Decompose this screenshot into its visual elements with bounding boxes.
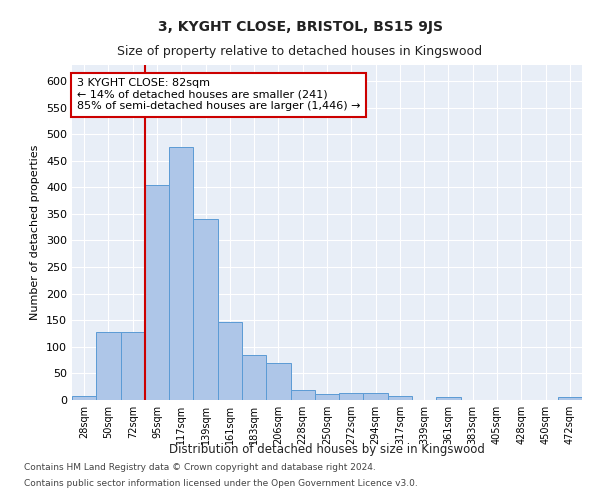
Bar bbox=[339, 392, 364, 400]
Text: 3, KYGHT CLOSE, BRISTOL, BS15 9JS: 3, KYGHT CLOSE, BRISTOL, BS15 9JS bbox=[157, 20, 443, 34]
Bar bbox=[388, 396, 412, 400]
Bar bbox=[558, 398, 582, 400]
Text: Size of property relative to detached houses in Kingswood: Size of property relative to detached ho… bbox=[118, 45, 482, 58]
Y-axis label: Number of detached properties: Number of detached properties bbox=[31, 145, 40, 320]
Bar bbox=[193, 219, 218, 400]
Bar bbox=[145, 184, 169, 400]
Text: 3 KYGHT CLOSE: 82sqm
← 14% of detached houses are smaller (241)
85% of semi-deta: 3 KYGHT CLOSE: 82sqm ← 14% of detached h… bbox=[77, 78, 361, 112]
Bar bbox=[315, 394, 339, 400]
Bar bbox=[121, 332, 145, 400]
Text: Contains HM Land Registry data © Crown copyright and database right 2024.: Contains HM Land Registry data © Crown c… bbox=[24, 464, 376, 472]
Bar bbox=[72, 396, 96, 400]
Bar bbox=[169, 148, 193, 400]
Bar bbox=[436, 398, 461, 400]
Bar bbox=[242, 355, 266, 400]
Bar bbox=[96, 332, 121, 400]
Bar bbox=[218, 322, 242, 400]
Bar bbox=[290, 390, 315, 400]
Text: Distribution of detached houses by size in Kingswood: Distribution of detached houses by size … bbox=[169, 442, 485, 456]
Bar bbox=[266, 363, 290, 400]
Bar bbox=[364, 392, 388, 400]
Text: Contains public sector information licensed under the Open Government Licence v3: Contains public sector information licen… bbox=[24, 478, 418, 488]
